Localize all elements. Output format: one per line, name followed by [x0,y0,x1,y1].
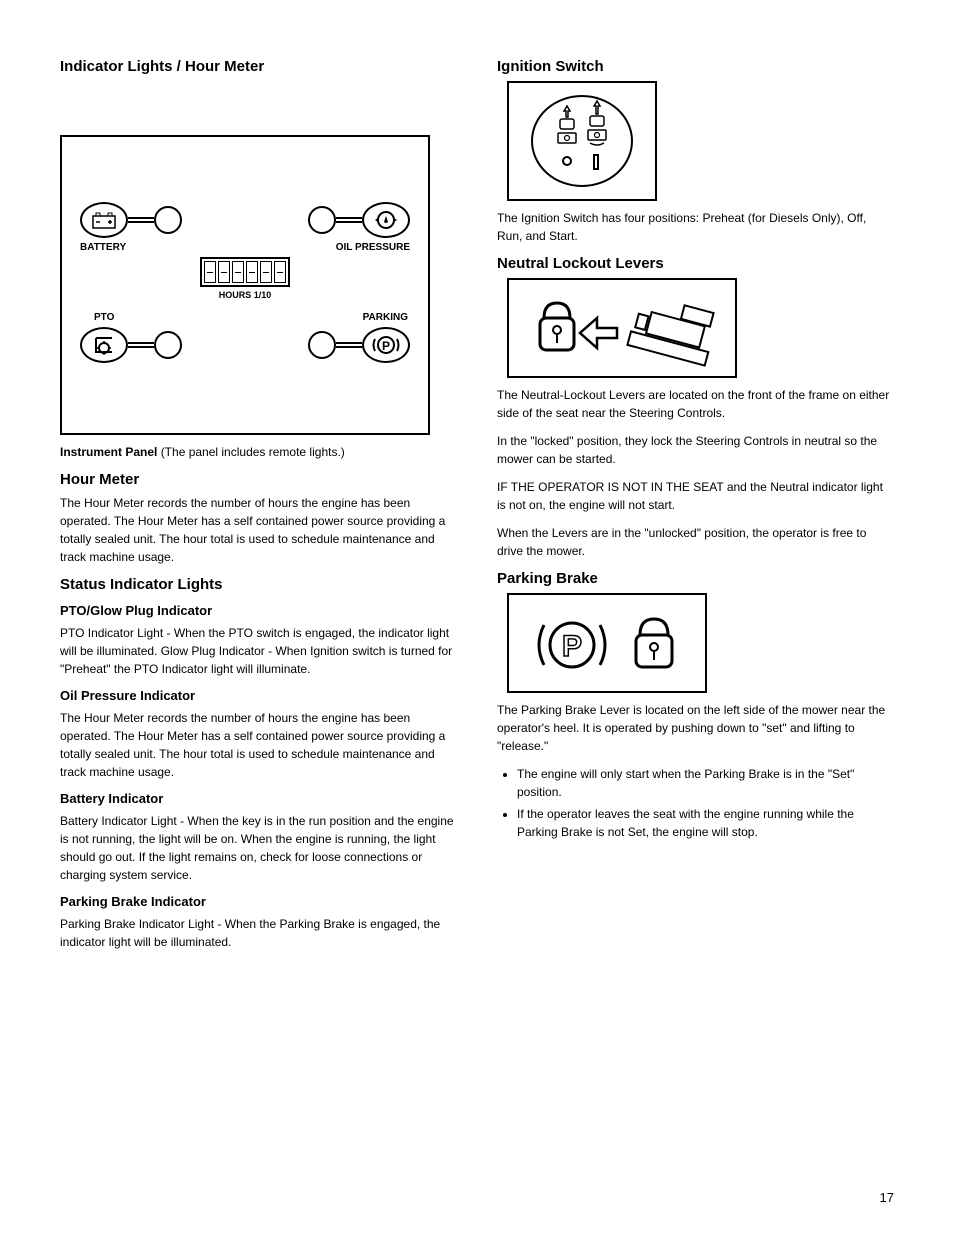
parking-indicator: PARKING P [308,312,410,363]
parking-ind-title: Parking Brake Indicator [60,894,457,909]
hour-meter-text: The Hour Meter records the number of hou… [60,494,457,566]
ignition-text: The Ignition Switch has four positions: … [497,209,894,245]
oil-label: OIL PRESSURE [336,242,410,253]
parking-brake-text1: The Parking Brake Lever is located on th… [497,701,894,755]
hour-meter-title: Hour Meter [60,471,457,488]
parking-brake-icon: P [362,327,410,363]
neutral-text1: The Neutral-Lockout Levers are located o… [497,386,894,422]
battery-indicator: BATTERY [80,202,182,253]
digit [218,261,230,283]
neutral-text4: When the Levers are in the "unlocked" po… [497,524,894,560]
battery-icon [80,202,128,238]
neutral-lockout-diagram [507,278,737,378]
parking-brake-diagram: P [507,593,707,693]
left-column: Indicator Lights / Hour Meter [60,48,457,961]
pto-indicator-row [80,327,182,363]
oil-pressure-indicator: OIL PRESSURE [308,202,410,253]
panel-caption-rest: (The panel includes remote lights.) [161,445,345,459]
panel-caption-lead: Instrument Panel [60,445,161,459]
oil-pressure-icon [362,202,410,238]
pto-icon [80,327,128,363]
battery-ind-text: Battery Indicator Light - When the key i… [60,812,457,884]
oil-ind-title: Oil Pressure Indicator [60,688,457,703]
pto-glow-text: PTO Indicator Light - When the PTO switc… [60,624,457,678]
battery-light [154,206,182,234]
digit [260,261,272,283]
svg-text:P: P [562,630,582,663]
battery-ind-title: Battery Indicator [60,791,457,806]
instrument-panel-diagram: BATTERY OIL PRESSURE [60,135,430,435]
connector [336,217,362,223]
oil-ind-text: The Hour Meter records the number of hou… [60,709,457,781]
right-column: Ignition Switch The Ignition Swi [497,48,894,961]
digit [274,261,286,283]
digit [232,261,244,283]
ignition-title: Ignition Switch [497,58,894,75]
status-title: Status Indicator Lights [60,576,457,593]
neutral-text3: IF THE OPERATOR IS NOT IN THE SEAT and t… [497,478,894,514]
list-item: The engine will only start when the Park… [517,765,894,801]
list-item: If the operator leaves the seat with the… [517,805,894,841]
oil-indicator-row [308,202,410,238]
pto-indicator: PTO [80,312,182,363]
panel-caption: Instrument Panel (The panel includes rem… [60,443,457,461]
battery-indicator-row [80,202,182,238]
connector [336,342,362,348]
hours-digits [200,257,290,287]
battery-label: BATTERY [80,242,126,253]
digit [204,261,216,283]
svg-text:P: P [382,339,390,353]
pto-label: PTO [94,312,114,323]
connector [128,217,154,223]
parking-brake-title: Parking Brake [497,570,894,587]
connector [128,342,154,348]
hours-display: HOURS 1/10 [200,257,290,300]
parking-brake-bullets: The engine will only start when the Park… [517,765,894,841]
page-number: 17 [880,1190,894,1205]
digit [246,261,258,283]
parking-indicator-row: P [308,327,410,363]
parking-ind-text: Parking Brake Indicator Light - When the… [60,915,457,951]
ignition-switch-diagram [507,81,657,201]
hours-label: HOURS 1/10 [200,290,290,300]
parking-light [308,331,336,359]
main-title: Indicator Lights / Hour Meter [60,58,457,75]
neutral-text2: In the "locked" position, they lock the … [497,432,894,468]
pto-light [154,331,182,359]
pto-glow-title: PTO/Glow Plug Indicator [60,603,457,618]
parking-label: PARKING [363,312,408,323]
page-columns: Indicator Lights / Hour Meter [60,48,894,961]
oil-light [308,206,336,234]
neutral-title: Neutral Lockout Levers [497,255,894,272]
